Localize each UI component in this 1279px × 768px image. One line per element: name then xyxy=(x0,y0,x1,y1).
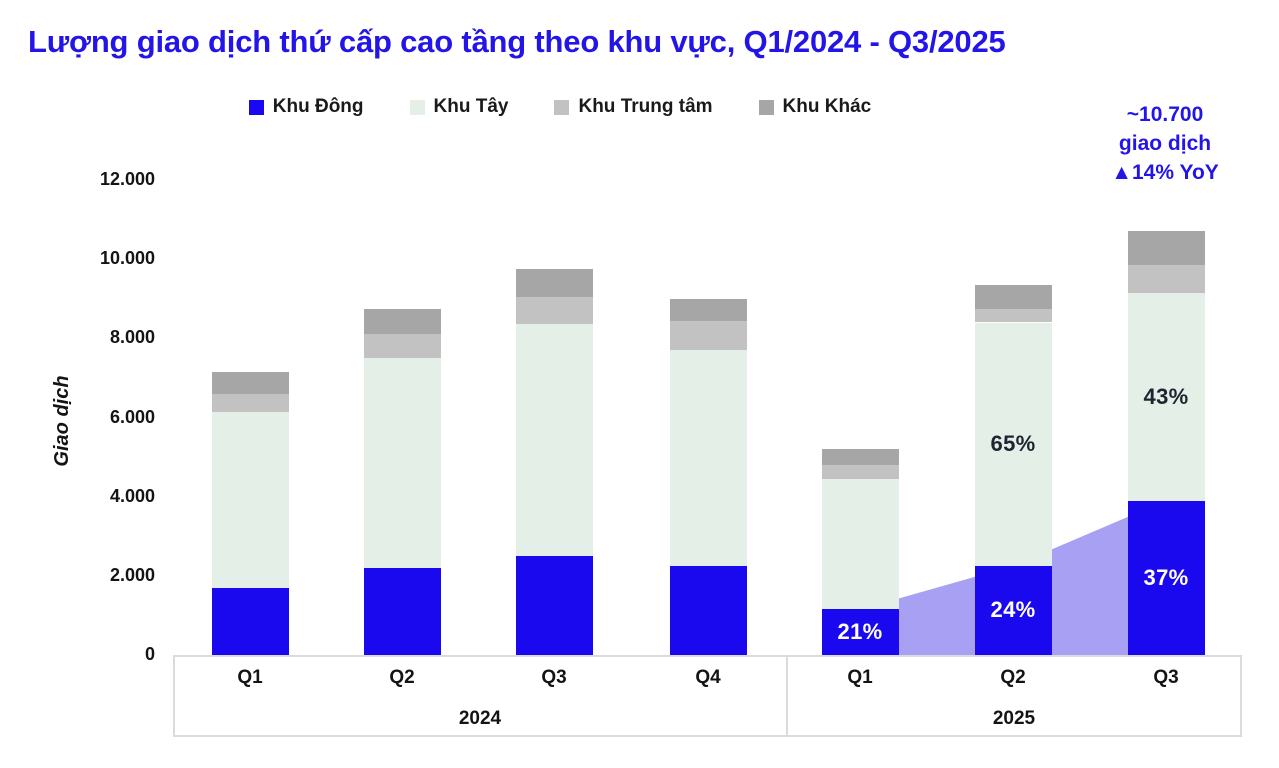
legend-swatch-khu-khac xyxy=(758,99,774,115)
bar-segment-khu-tay-q3-2025 xyxy=(1127,292,1205,501)
bar-segment-khu-khac-q1-2024 xyxy=(211,371,289,394)
bar-label-q3-2025-khu-tay: 43% xyxy=(1143,383,1189,409)
bar-label-q1-2025-khu-dong: 21% xyxy=(837,619,883,645)
legend-item-khu-trung-tam: Khu Trung tâm xyxy=(554,96,713,118)
page-title: Lượng giao dịch thứ cấp cao tầng theo kh… xyxy=(28,24,1006,59)
bar-segment-khu-khac-q4-2024 xyxy=(669,298,747,321)
bar-segment-khu-trung-tam-q2-2025 xyxy=(974,308,1052,323)
bar-segment-khu-dong-q1-2024 xyxy=(211,587,289,655)
legend-swatch-khu-dong xyxy=(248,99,264,115)
bar-segment-khu-dong-q3-2024 xyxy=(515,556,593,655)
bar-label-q3-2025-khu-dong: 37% xyxy=(1143,564,1189,590)
bar-segment-khu-dong-q1-2025 xyxy=(821,609,899,655)
legend: Khu Đông Khu Tây Khu Trung tâm Khu Khác xyxy=(0,96,1120,118)
x-label-q3-2025: Q3 xyxy=(1153,667,1179,688)
bar-label-q2-2025-khu-dong: 24% xyxy=(990,597,1036,623)
annotation-total: ~10.700 xyxy=(1126,103,1204,126)
y-tick-4000: 4.000 xyxy=(109,485,155,506)
bar-segment-khu-dong-q2-2024 xyxy=(363,567,441,655)
x-label-q1-2025: Q1 xyxy=(847,667,873,688)
legend-item-khu-tay: Khu Tây xyxy=(409,96,509,118)
bar-segment-khu-tay-q1-2024 xyxy=(211,411,289,588)
annotation-yoy: ▲14% YoY xyxy=(1111,161,1219,184)
legend-label-khu-trung-tam: Khu Trung tâm xyxy=(578,96,713,117)
bar-segment-khu-trung-tam-q3-2024 xyxy=(515,296,593,325)
legend-label-khu-tay: Khu Tây xyxy=(433,96,509,117)
bar-segment-khu-dong-q3-2025 xyxy=(1127,500,1205,655)
x-label-q4-2024: Q4 xyxy=(695,667,721,688)
bar-segment-khu-trung-tam-q4-2024 xyxy=(669,320,747,351)
y-tick-10000: 10.000 xyxy=(99,248,155,269)
bar-segment-khu-tay-q1-2025 xyxy=(821,478,899,610)
x-label-q3-2024: Q3 xyxy=(541,667,567,688)
bar-segment-khu-dong-q2-2025 xyxy=(974,565,1052,655)
bar-segment-khu-khac-q2-2024 xyxy=(363,308,441,335)
legend-label-khu-khac: Khu Khác xyxy=(782,96,872,117)
y-tick-2000: 2.000 xyxy=(109,564,155,585)
bar-segment-khu-khac-q2-2025 xyxy=(974,284,1052,309)
legend-swatch-khu-tay xyxy=(409,99,425,115)
y-tick-12000: 12.000 xyxy=(99,169,155,189)
x-label-q1-2024: Q1 xyxy=(237,667,263,688)
bar-segment-khu-khac-q3-2025 xyxy=(1127,231,1205,266)
y-tick-0: 0 xyxy=(144,644,155,664)
y-tick-6000: 6.000 xyxy=(109,406,155,427)
bar-segment-khu-khac-q1-2025 xyxy=(821,449,899,465)
bar-segment-khu-trung-tam-q1-2025 xyxy=(821,465,899,479)
bar-segment-khu-trung-tam-q3-2025 xyxy=(1127,265,1205,293)
legend-item-khu-khac: Khu Khác xyxy=(758,96,872,118)
year-label-2025: 2025 xyxy=(992,708,1036,729)
bar-segment-khu-tay-q4-2024 xyxy=(669,350,747,566)
annotation-unit: giao dịch xyxy=(1118,132,1212,155)
annotation-callout: ~10.700 giao dịch ▲14% YoY xyxy=(1098,100,1232,187)
legend-label-khu-dong: Khu Đông xyxy=(272,96,364,117)
bar-segment-khu-tay-q2-2024 xyxy=(363,358,441,568)
bar-segment-khu-tay-q2-2025 xyxy=(974,322,1052,566)
x-label-q2-2025: Q2 xyxy=(1000,667,1026,688)
x-label-q2-2024: Q2 xyxy=(389,667,415,688)
year-label-2024: 2024 xyxy=(458,708,502,729)
bar-segment-khu-trung-tam-q2-2024 xyxy=(363,334,441,359)
legend-item-khu-dong: Khu Đông xyxy=(248,96,364,118)
bar-segment-khu-dong-q4-2024 xyxy=(669,565,747,655)
bar-segment-khu-trung-tam-q1-2024 xyxy=(211,393,289,412)
x-axis-box xyxy=(173,655,1242,737)
bar-segment-khu-tay-q3-2024 xyxy=(515,324,593,557)
legend-swatch-khu-trung-tam xyxy=(554,99,570,115)
bar-segment-khu-khac-q3-2024 xyxy=(515,269,593,297)
y-tick-8000: 8.000 xyxy=(109,327,155,348)
x-axis-year-divider xyxy=(786,655,788,737)
bar-label-q2-2025-khu-tay: 65% xyxy=(990,431,1036,457)
